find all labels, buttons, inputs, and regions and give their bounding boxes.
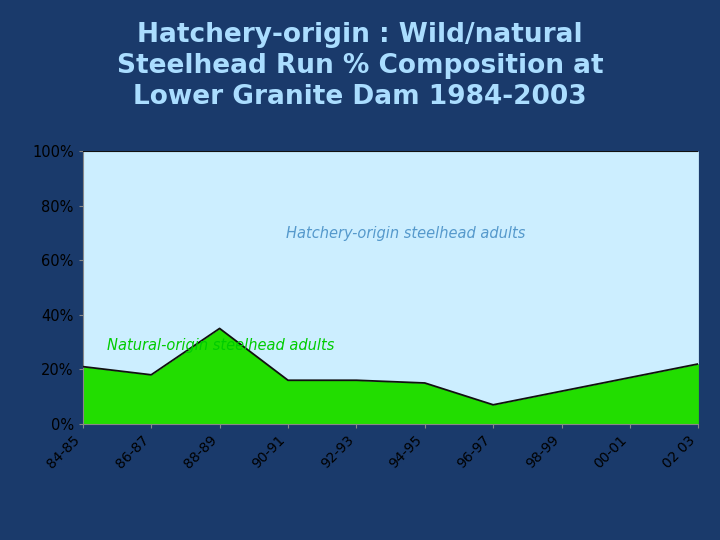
Text: Hatchery-origin : Wild/natural
Steelhead Run % Composition at
Lower Granite Dam : Hatchery-origin : Wild/natural Steelhead… — [117, 22, 603, 110]
Text: Hatchery-origin steelhead adults: Hatchery-origin steelhead adults — [286, 226, 526, 241]
Text: Natural-origin steelhead adults: Natural-origin steelhead adults — [107, 338, 335, 353]
